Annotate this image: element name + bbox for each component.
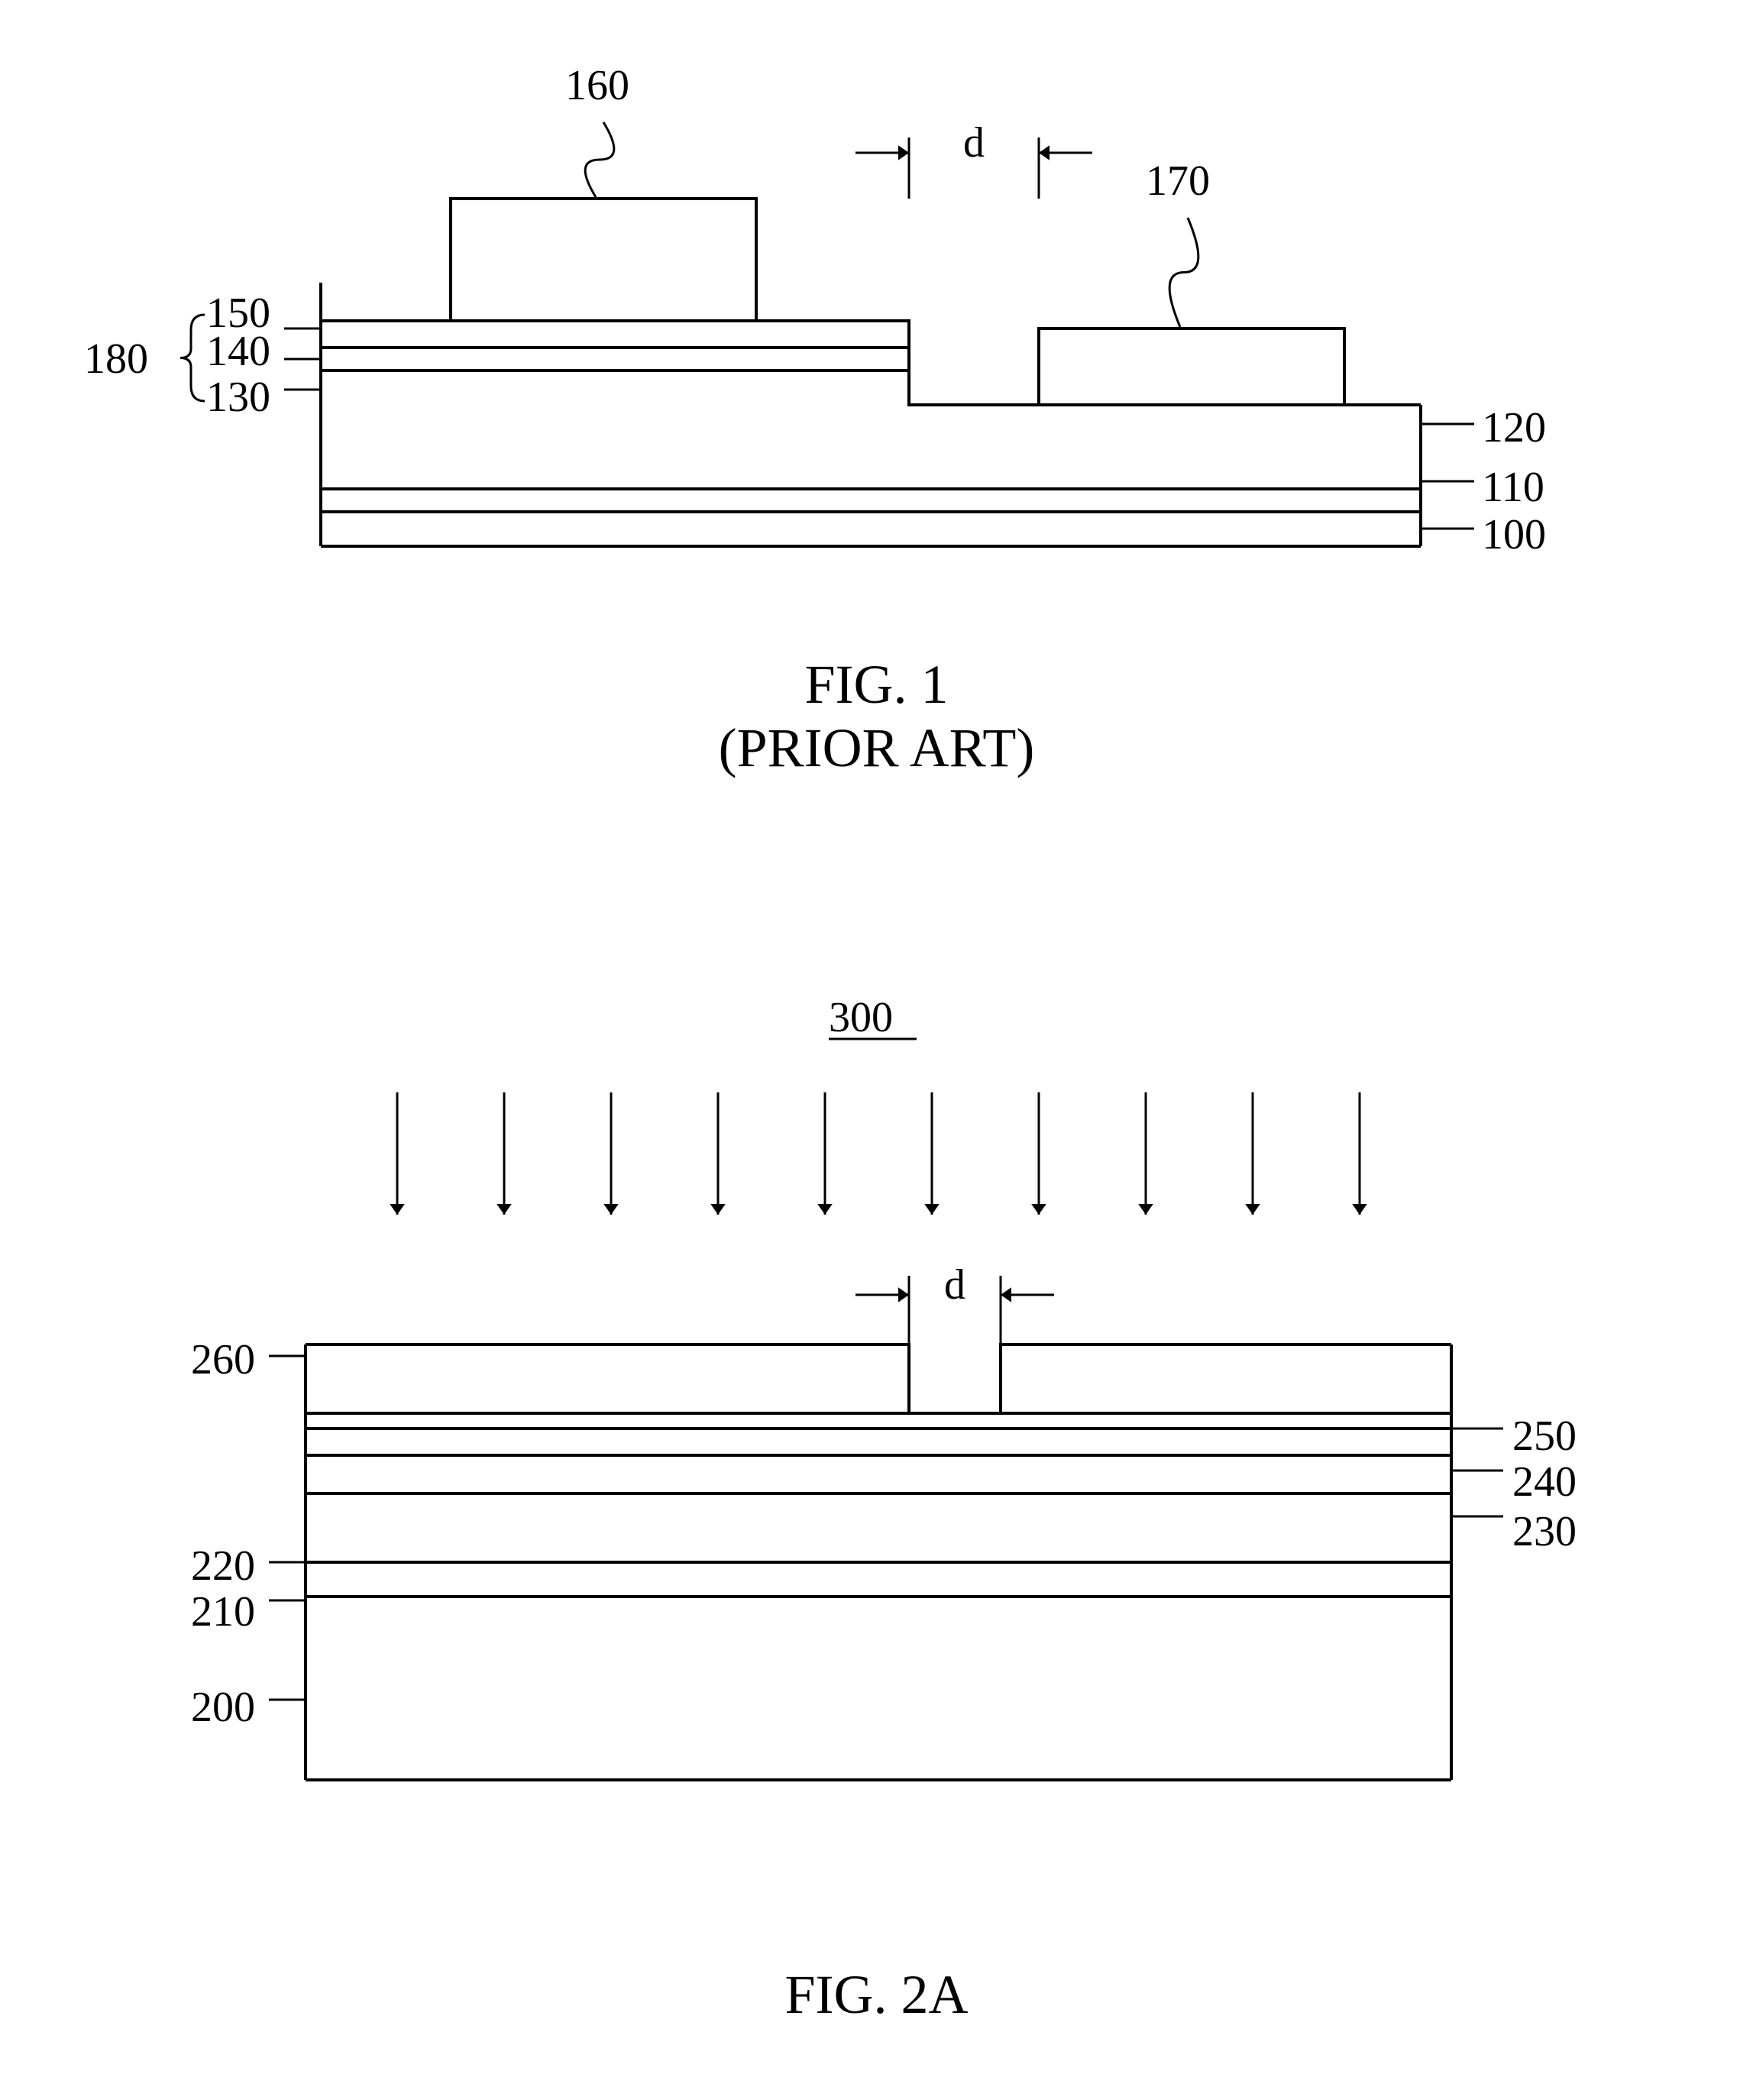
svg-text:240: 240 — [1512, 1458, 1577, 1506]
svg-text:220: 220 — [191, 1542, 255, 1590]
svg-text:d: d — [944, 1261, 965, 1309]
svg-text:160: 160 — [565, 62, 629, 109]
svg-text:120: 120 — [1482, 404, 1546, 451]
figure-2a: 300 d 260 220210 200 250240230 — [191, 994, 1577, 1780]
fig2-caption: FIG. 2A — [0, 1963, 1753, 2027]
fig1-caption-line1: FIG. 1 — [804, 654, 948, 715]
figure-1: d160170150140130180120110100 — [84, 62, 1546, 558]
fig1-caption: FIG. 1 (PRIOR ART) — [0, 653, 1753, 780]
svg-text:100: 100 — [1482, 511, 1546, 558]
fig2-caption-line1: FIG. 2A — [784, 1964, 968, 2025]
svg-text:200: 200 — [191, 1684, 255, 1731]
svg-text:300: 300 — [829, 994, 893, 1041]
diagram-page: d160170150140130180120110100 300d2602202… — [0, 0, 1753, 2100]
svg-text:140: 140 — [206, 328, 270, 375]
svg-text:260: 260 — [191, 1336, 255, 1383]
svg-text:250: 250 — [1512, 1412, 1577, 1460]
fig1-caption-line2: (PRIOR ART) — [719, 717, 1035, 778]
svg-text:d: d — [963, 119, 985, 167]
svg-text:110: 110 — [1482, 464, 1544, 511]
svg-text:130: 130 — [206, 374, 270, 421]
svg-text:210: 210 — [191, 1588, 255, 1636]
svg-text:230: 230 — [1512, 1508, 1577, 1555]
diagram-svg: d160170150140130180120110100 300d2602202… — [0, 0, 1753, 2100]
svg-text:170: 170 — [1146, 157, 1210, 205]
svg-text:180: 180 — [84, 335, 148, 383]
